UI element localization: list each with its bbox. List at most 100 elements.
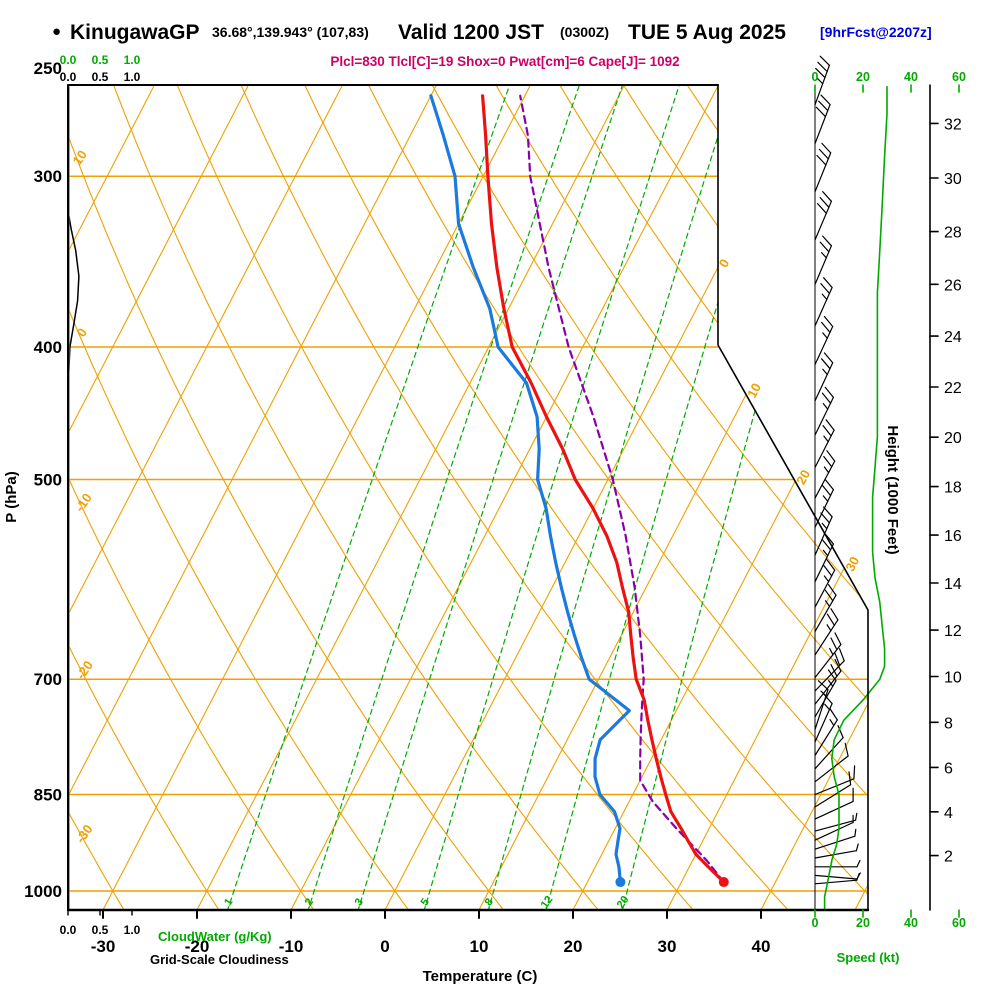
isotherm-boundary-label: 10 <box>744 381 764 401</box>
wind-barb <box>814 812 858 832</box>
mixing-ratio-label: 1 <box>222 896 235 908</box>
height-tick-label: 24 <box>944 329 962 346</box>
isotherm-line <box>68 85 251 910</box>
plot-frame <box>66 84 931 912</box>
speed-tick-label-top: 40 <box>904 70 918 84</box>
pressure-tick-label: 500 <box>34 470 62 489</box>
dry-adiabat-line <box>68 85 411 910</box>
mixing-ratio-line <box>226 85 513 910</box>
isotherm-line <box>570 85 868 910</box>
wind-barb-half <box>855 843 859 852</box>
dewpoint-profile-line <box>429 94 631 884</box>
wind-barb-full <box>830 663 838 677</box>
wind-barb <box>814 191 833 241</box>
isotherm-line <box>68 85 439 910</box>
wind-barb-staff <box>814 819 857 832</box>
wind-barb-full <box>819 55 831 66</box>
wind-barb-full <box>826 450 836 462</box>
wind-barb-full <box>826 613 835 626</box>
mixing-ratio-line <box>487 85 737 910</box>
wind-barb-half <box>823 466 830 474</box>
isotherm-line <box>288 85 721 910</box>
wind-barb-half <box>856 872 861 880</box>
dry-adiabat-line <box>492 85 868 910</box>
wind-barb-full <box>824 478 835 491</box>
wind-barb-full <box>830 608 839 621</box>
height-tick-label: 22 <box>944 380 962 397</box>
right-border <box>717 84 869 911</box>
isotherm-boundary-label: 20 <box>793 467 813 487</box>
wind-barb-full <box>834 652 841 667</box>
wind-barb <box>814 94 831 145</box>
wind-barb-full <box>838 648 845 662</box>
wind-barb-full <box>825 419 835 431</box>
wind-barb-half <box>824 600 831 608</box>
wind-barb-half <box>856 859 861 868</box>
wind-barb-half <box>821 522 828 530</box>
temp-tick-label: 40 <box>752 937 771 956</box>
stability-indices: Plcl=830 Tlcl[C]=19 Shox=0 Pwat[cm]=6 Ca… <box>330 54 679 69</box>
wind-barb-staff <box>814 778 855 796</box>
wind-barb <box>814 632 842 679</box>
height-tick-label: 2 <box>944 849 953 866</box>
dry-adiabat-line <box>365 85 868 910</box>
wind-barb-full <box>826 559 836 571</box>
wind-barb-full <box>818 100 829 112</box>
wind-barb <box>814 506 833 556</box>
wind-barb <box>814 142 832 193</box>
dry-adiabat-line <box>68 85 126 910</box>
height-tick-label: 20 <box>944 430 962 447</box>
wind-barb-staff <box>814 850 858 859</box>
pressure-tick-label: 400 <box>34 338 62 357</box>
dry-adiabat-line <box>68 85 316 910</box>
wind-barb-full <box>822 191 833 202</box>
station-coords: 36.68°,139.943° (107,83) <box>212 24 369 40</box>
mixing-ratio-line <box>357 85 625 910</box>
wind-barb-full <box>823 352 834 364</box>
wind-barb <box>814 352 834 402</box>
wind-barb-full <box>815 106 827 118</box>
height-tick-label: 30 <box>944 171 962 188</box>
height-tick-label: 18 <box>944 480 962 497</box>
valid-time: Valid 1200 JST <box>398 21 544 44</box>
cloud-scale-label-bottom: 1.0 <box>124 923 141 937</box>
pressure-tick-label: 1000 <box>24 882 62 901</box>
surface-temperature-dot <box>718 877 729 888</box>
temp-tick-label: 30 <box>658 937 677 956</box>
height-tick-label: 16 <box>944 528 962 545</box>
wind-panel <box>814 55 888 910</box>
wind-barb-staff <box>814 879 858 885</box>
wind-barb <box>814 669 837 718</box>
station-name: KinugawaGP <box>70 21 200 44</box>
pressure-tick-label: 700 <box>34 670 62 689</box>
wind-barb <box>814 828 857 850</box>
pressure-tick-label: 250 <box>34 59 62 78</box>
wind-barb-half <box>829 718 835 727</box>
wind-barb <box>814 658 842 705</box>
wind-barb <box>814 859 861 868</box>
cloudiness-scale-label-top: 0.0 <box>60 70 77 84</box>
dry-adiabat-label: 10 <box>69 147 90 167</box>
wind-barb-full <box>823 315 834 328</box>
wind-barb <box>814 787 854 820</box>
isotherm-line <box>100 85 533 910</box>
mixing-ratio-label: 20 <box>615 894 632 911</box>
temp-tick-label: -10 <box>279 937 304 956</box>
mixing-ratio-line <box>423 85 682 910</box>
wind-barb-full <box>824 589 834 602</box>
valid-time-utc: (0300Z) <box>560 24 609 40</box>
height-axis-label: Height (1000 Feet) <box>884 425 901 554</box>
parcel-path-line <box>519 94 725 884</box>
temp-tick-label: 10 <box>470 937 489 956</box>
wind-barb <box>814 608 839 656</box>
cloudiness-axis-label: Grid-Scale Cloudiness <box>150 952 289 967</box>
mixing-ratio-label: 8 <box>483 896 496 908</box>
wind-barb-full <box>821 142 832 154</box>
wind-barb <box>814 315 834 366</box>
wind-barb-staff <box>814 874 858 880</box>
wind-speed-profile-line <box>823 85 888 910</box>
wind-barb-full <box>820 358 831 370</box>
wind-barb <box>814 872 861 880</box>
height-tick-label: 6 <box>944 760 953 777</box>
